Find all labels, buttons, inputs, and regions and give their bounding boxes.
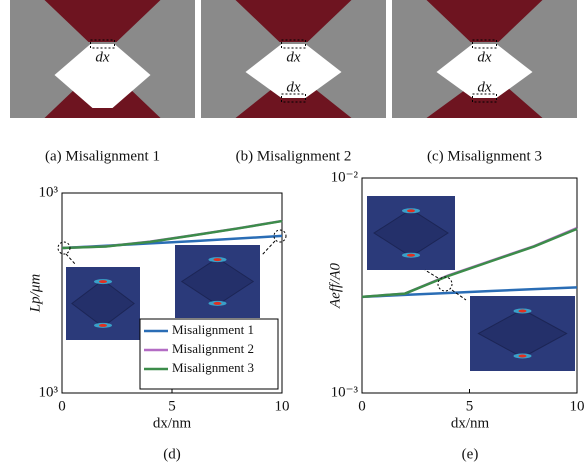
- y-tick-label: 10³: [39, 184, 59, 200]
- hotspot: [519, 355, 527, 358]
- panel-caption: (a) Misalignment 1: [45, 148, 160, 164]
- hotspot: [407, 209, 415, 212]
- hotspot: [214, 258, 222, 261]
- y-axis-label: Lp/μm: [27, 274, 43, 314]
- legend-label: Misalignment 3: [172, 360, 254, 375]
- series-line: [62, 221, 282, 248]
- legend-label: Misalignment 1: [172, 322, 254, 337]
- callout-arrow: [262, 241, 275, 255]
- legend-label: Misalignment 2: [172, 341, 254, 356]
- dx-label: dx: [477, 49, 492, 65]
- x-tick-label: 0: [358, 398, 366, 414]
- x-axis-label: dx/nm: [153, 415, 192, 431]
- x-axis-label: dx/nm: [451, 415, 490, 431]
- chart-caption: (d): [163, 446, 181, 462]
- callout-arrow: [66, 254, 76, 265]
- figure: dx (a) Misalignment 1 dx dx (b) Misalignment…: [0, 0, 587, 468]
- y-tick-label: 10³: [39, 384, 59, 400]
- x-tick-label: 10: [275, 398, 290, 414]
- hotspot: [407, 254, 415, 257]
- x-tick-label: 0: [58, 398, 66, 414]
- dx-label: dx: [286, 79, 301, 95]
- panel-caption: (c) Misalignment 3: [427, 148, 542, 164]
- y-tick-label: 10⁻²: [331, 169, 359, 185]
- hotspot: [519, 310, 527, 313]
- dx-label: dx: [286, 49, 301, 65]
- hotspot: [99, 280, 107, 283]
- x-tick-label: 5: [466, 398, 474, 414]
- y-axis-label: Aeff/A0: [327, 263, 343, 309]
- dx-label: dx: [477, 79, 492, 95]
- dx-label: dx: [95, 49, 110, 65]
- y-tick-label: 10⁻³: [331, 384, 359, 400]
- hotspot: [214, 302, 222, 305]
- x-tick-label: 5: [168, 398, 176, 414]
- hotspot: [99, 324, 107, 327]
- series-line: [62, 221, 282, 248]
- panel-caption: (b) Misalignment 2: [236, 148, 352, 164]
- chart-caption: (e): [462, 446, 479, 462]
- callout-arrow: [425, 270, 438, 278]
- x-tick-label: 10: [570, 398, 585, 414]
